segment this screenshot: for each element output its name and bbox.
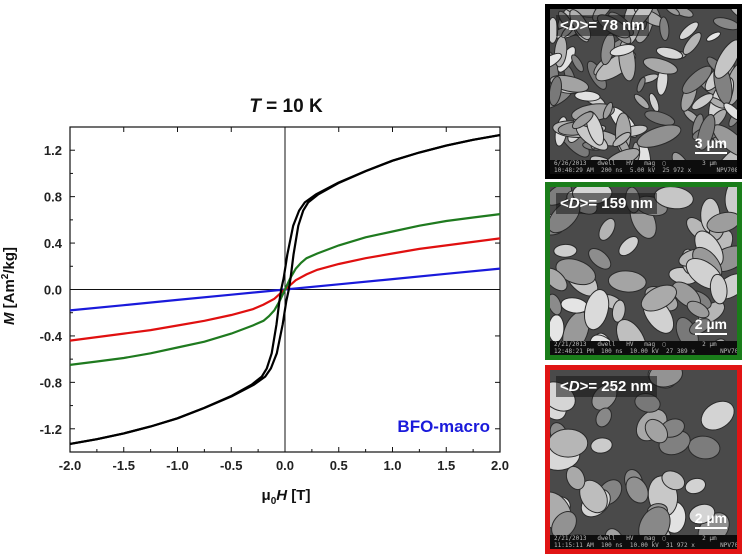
particle	[686, 300, 710, 319]
particle	[607, 270, 647, 293]
particle	[661, 470, 686, 491]
particle	[706, 211, 737, 233]
micrograph-texture	[550, 9, 737, 174]
particle	[640, 284, 677, 312]
particle	[723, 102, 737, 121]
particle	[612, 131, 631, 148]
scale-bar: 2 µm	[694, 316, 727, 335]
x-tick-label: 1.0	[383, 458, 401, 473]
x-tick-label: 0.0	[276, 458, 294, 473]
particle	[678, 21, 699, 41]
particle	[689, 318, 711, 335]
x-tick-label: 2.0	[491, 458, 509, 473]
x-tick-label: 0.5	[330, 458, 348, 473]
particle	[550, 75, 562, 107]
particle	[709, 273, 728, 305]
particle	[655, 46, 684, 60]
x-tick-label: -0.5	[220, 458, 242, 473]
particle	[555, 258, 596, 286]
particle	[691, 93, 714, 111]
particle	[714, 39, 737, 79]
particle	[644, 110, 676, 126]
particle	[625, 476, 649, 504]
particle	[565, 465, 586, 491]
particle	[598, 217, 616, 241]
axis-layer: -2.0 -1.5 -1.0 -0.5 0.0 0.5 1.0 1.5 2.0 -1.2 -0.8 -…	[40, 126, 509, 473]
particle	[571, 54, 584, 73]
particle	[697, 113, 716, 151]
sem-info-bar: 2/21/2013 dwell HV mag ▢ 2 µm 12:48:21 P…	[550, 341, 737, 355]
bfo-macro-annotation: BFO-macro	[397, 417, 490, 436]
particle	[712, 17, 737, 31]
particle	[574, 90, 601, 102]
x-tick-label: -2.0	[59, 458, 81, 473]
particle	[688, 503, 716, 525]
x-axis-label: μ0H [T]	[262, 487, 311, 507]
particle	[550, 52, 562, 70]
y-tick-label: 0.0	[44, 283, 62, 298]
sem-info-bar: 2/21/2013 dwell HV mag ▢ 2 µm 11:15:11 A…	[550, 535, 737, 549]
sem-label: <D>= 78 nm	[556, 15, 649, 36]
y-tick-label: -1.2	[40, 422, 62, 437]
y-tick-label: 1.2	[44, 143, 62, 158]
sem-image-159nm: <D>= 159 nm 2 µm 2/21/2013 dwell HV mag …	[545, 182, 742, 360]
particle	[633, 93, 650, 110]
particle	[659, 16, 670, 41]
particle	[609, 44, 636, 57]
micrograph-texture	[550, 370, 737, 549]
hysteresis-chart: -2.0 -1.5 -1.0 -0.5 0.0 0.5 1.0 1.5 2.0 -1.2 -0.8 -…	[0, 96, 509, 507]
sem-image-252nm: <D>= 252 nm 2 µm 2/21/2013 dwell HV mag …	[545, 365, 742, 554]
series-line	[69, 213, 501, 366]
scale-bar: 2 µm	[694, 510, 727, 529]
particle	[664, 9, 680, 16]
particle	[681, 65, 713, 94]
sem-image-78nm: <D>= 78 nm 3 µm 6/26/2013 dwell HV mag ▢…	[545, 4, 742, 179]
series-line-lower-branch	[69, 134, 501, 445]
x-tick-label: 1.5	[437, 458, 455, 473]
particle	[553, 243, 578, 258]
particle	[700, 400, 735, 431]
series--d-78-nm	[69, 134, 501, 445]
y-axis-label: M [Am2/kg]	[0, 247, 18, 325]
particle	[602, 101, 614, 120]
particle	[729, 9, 737, 18]
particle	[595, 407, 612, 428]
sem-info-bar: 6/26/2013 dwell HV mag ▢ 3 µm 10:48:29 A…	[550, 160, 737, 174]
particle	[588, 248, 612, 270]
particle	[684, 477, 707, 495]
particle	[618, 236, 639, 257]
particle	[611, 299, 626, 323]
particle	[571, 111, 594, 130]
particle	[550, 293, 562, 316]
sem-label: <D>= 252 nm	[556, 376, 657, 397]
particle	[590, 437, 613, 454]
x-tick-label: -1.0	[166, 458, 188, 473]
series-layer	[69, 134, 501, 445]
particle	[706, 31, 721, 42]
particle	[550, 267, 568, 292]
y-tick-label: -0.4	[40, 329, 63, 344]
particle	[670, 9, 694, 18]
particle	[642, 57, 678, 75]
x-tick-label: -1.5	[113, 458, 135, 473]
chart-title: T = 10 K	[249, 96, 323, 117]
particle	[644, 418, 669, 444]
y-tick-label: 0.8	[44, 190, 62, 205]
scale-bar: 3 µm	[694, 135, 727, 154]
particle	[636, 76, 646, 93]
y-tick-label: -0.8	[40, 375, 62, 390]
particle	[583, 289, 610, 331]
series--d-159-nm	[69, 213, 501, 366]
sem-label: <D>= 159 nm	[556, 193, 657, 214]
particle	[550, 428, 589, 458]
particle	[682, 32, 702, 55]
particle	[636, 124, 682, 148]
y-tick-label: 0.4	[44, 236, 63, 251]
